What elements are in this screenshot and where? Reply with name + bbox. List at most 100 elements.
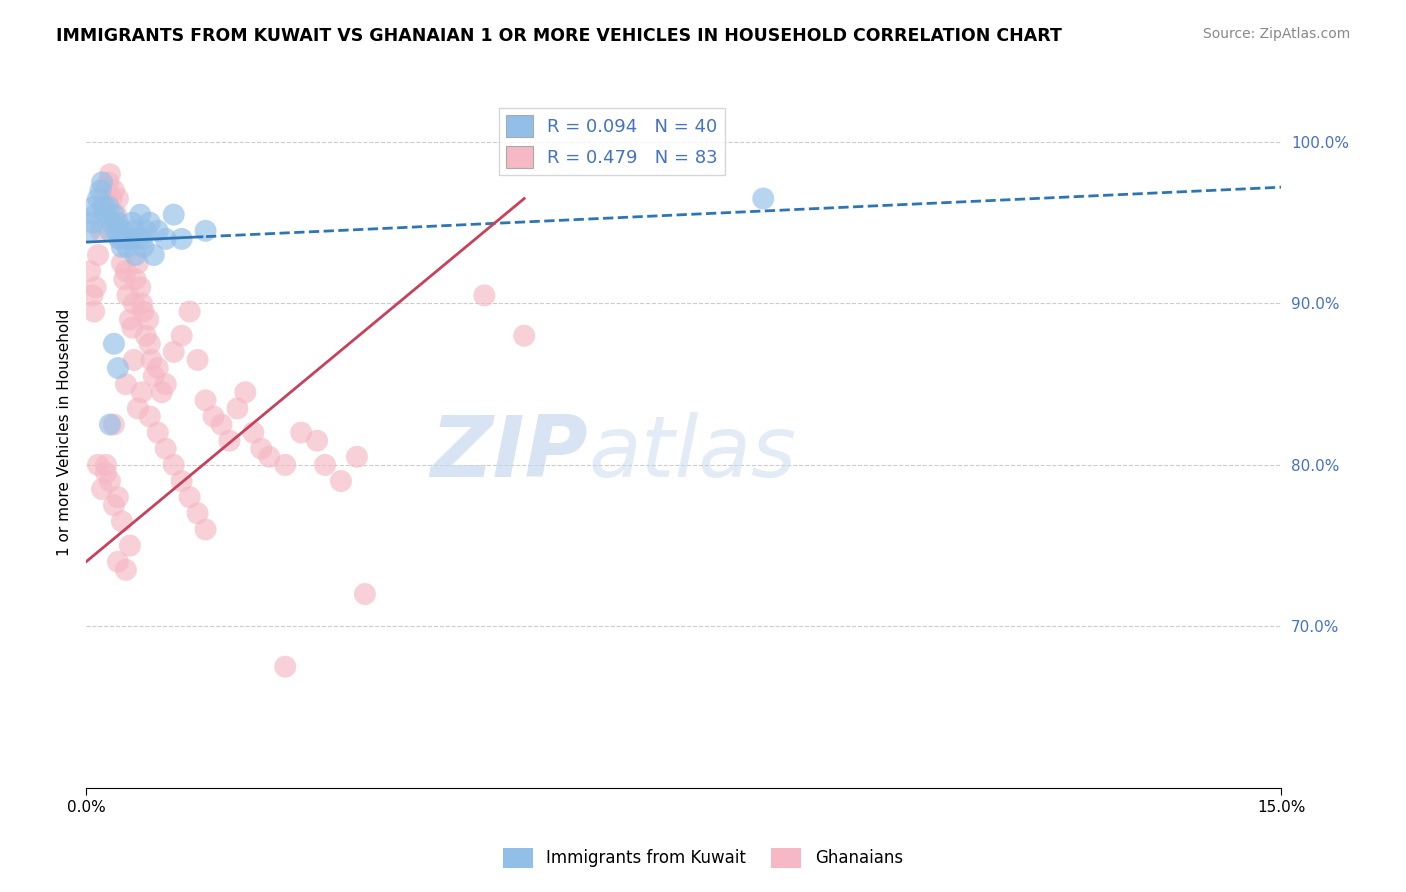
Point <box>97 200 120 214</box>
Point <box>98 474 121 488</box>
Point <box>91 216 114 230</box>
Point <box>118 232 141 246</box>
Point <box>107 192 129 206</box>
Point <box>124 248 146 262</box>
Point <box>112 224 135 238</box>
Point <box>139 216 162 230</box>
Point <box>83 200 105 214</box>
Text: Source: ZipAtlas.com: Source: ZipAtlas.com <box>1202 27 1350 41</box>
Point <box>127 401 149 416</box>
Point <box>93 200 115 214</box>
Point <box>179 304 201 318</box>
Point <box>91 175 114 189</box>
Point <box>194 224 217 238</box>
Point <box>129 208 152 222</box>
Point <box>155 232 177 246</box>
Point <box>89 224 111 238</box>
Point <box>131 296 153 310</box>
Point <box>122 353 145 368</box>
Point <box>103 417 125 432</box>
Point <box>513 328 536 343</box>
Point <box>100 192 122 206</box>
Point <box>87 458 110 472</box>
Point <box>122 296 145 310</box>
Point <box>118 312 141 326</box>
Point <box>105 224 128 238</box>
Point <box>94 466 117 480</box>
Point <box>87 248 110 262</box>
Point <box>139 409 162 424</box>
Point <box>146 361 169 376</box>
Point <box>131 232 153 246</box>
Text: atlas: atlas <box>588 412 796 495</box>
Point <box>112 272 135 286</box>
Point <box>194 393 217 408</box>
Point <box>136 312 159 326</box>
Point <box>83 304 105 318</box>
Point <box>274 458 297 472</box>
Point <box>170 474 193 488</box>
Point <box>108 232 131 246</box>
Point <box>354 587 377 601</box>
Point <box>105 208 128 222</box>
Point <box>163 344 186 359</box>
Point <box>211 417 233 432</box>
Point <box>82 216 104 230</box>
Point <box>115 264 138 278</box>
Point <box>127 256 149 270</box>
Point <box>103 498 125 512</box>
Point <box>131 385 153 400</box>
Point <box>132 304 155 318</box>
Point <box>111 240 134 254</box>
Point <box>163 458 186 472</box>
Y-axis label: 1 or more Vehicles in Household: 1 or more Vehicles in Household <box>58 309 72 557</box>
Point <box>124 272 146 286</box>
Point <box>89 184 111 198</box>
Point <box>346 450 368 464</box>
Point <box>98 167 121 181</box>
Point <box>187 506 209 520</box>
Text: IMMIGRANTS FROM KUWAIT VS GHANAIAN 1 OR MORE VEHICLES IN HOUSEHOLD CORRELATION C: IMMIGRANTS FROM KUWAIT VS GHANAIAN 1 OR … <box>56 27 1062 45</box>
Point <box>259 450 281 464</box>
Point <box>87 192 110 206</box>
Point <box>111 256 134 270</box>
Point <box>170 328 193 343</box>
Point <box>235 385 257 400</box>
Point <box>141 353 163 368</box>
Point <box>314 458 336 472</box>
Point <box>274 659 297 673</box>
Point <box>132 240 155 254</box>
Point <box>107 555 129 569</box>
Point <box>307 434 329 448</box>
Point <box>103 336 125 351</box>
Point <box>93 200 115 214</box>
Point <box>122 224 145 238</box>
Point <box>115 232 138 246</box>
Point <box>155 442 177 456</box>
Point <box>127 232 149 246</box>
Point <box>107 361 129 376</box>
Point <box>155 377 177 392</box>
Point <box>163 208 186 222</box>
Point <box>118 539 141 553</box>
Point <box>146 425 169 440</box>
Point <box>135 224 157 238</box>
Point <box>79 264 101 278</box>
Point <box>226 401 249 416</box>
Point <box>98 417 121 432</box>
Point <box>117 288 139 302</box>
Text: ZIP: ZIP <box>430 412 588 495</box>
Point <box>115 563 138 577</box>
Point <box>115 377 138 392</box>
Point <box>107 216 129 230</box>
Point <box>179 490 201 504</box>
Point <box>94 458 117 472</box>
Point <box>187 353 209 368</box>
Point <box>98 224 121 238</box>
Point <box>91 482 114 496</box>
Point <box>94 208 117 222</box>
Point <box>752 192 775 206</box>
Point <box>111 515 134 529</box>
Point <box>108 232 131 246</box>
Point <box>242 425 264 440</box>
